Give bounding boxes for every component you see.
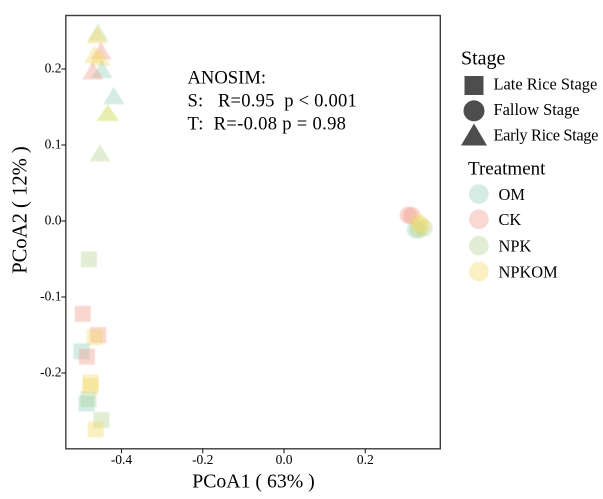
svg-text:Early Rice Stage: Early Rice Stage <box>494 126 599 145</box>
svg-text:0.2: 0.2 <box>45 60 62 75</box>
svg-text:OM: OM <box>499 185 526 204</box>
svg-text:NPK: NPK <box>499 237 532 256</box>
svg-text:T: R=-0.08 p = 0.98: T: R=-0.08 p = 0.98 <box>188 114 347 135</box>
svg-text:-0.1: -0.1 <box>40 288 61 303</box>
svg-text:0.0: 0.0 <box>276 452 293 467</box>
svg-text:CK: CK <box>499 210 522 229</box>
svg-text:0.0: 0.0 <box>45 212 62 227</box>
svg-text:S: R=0.95 p < 0.001: S: R=0.95 p < 0.001 <box>188 91 358 112</box>
svg-text:-0.4: -0.4 <box>111 452 133 467</box>
svg-text:0.2: 0.2 <box>357 452 374 467</box>
svg-text:Treatment: Treatment <box>468 158 546 179</box>
svg-text:ANOSIM:: ANOSIM: <box>188 67 267 88</box>
svg-text:Fallow Stage: Fallow Stage <box>494 100 580 119</box>
svg-text:Late Rice Stage: Late Rice Stage <box>494 74 598 93</box>
svg-text:0.1: 0.1 <box>45 136 62 151</box>
svg-text:-0.2: -0.2 <box>40 364 61 379</box>
svg-text:PCoA1 ( 63% ): PCoA1 ( 63% ) <box>192 471 315 493</box>
svg-text:NPKOM: NPKOM <box>499 263 559 282</box>
svg-text:PCoA2 ( 12% ): PCoA2 ( 12% ) <box>10 146 32 274</box>
svg-text:-0.2: -0.2 <box>192 452 213 467</box>
svg-text:Stage: Stage <box>461 47 506 69</box>
